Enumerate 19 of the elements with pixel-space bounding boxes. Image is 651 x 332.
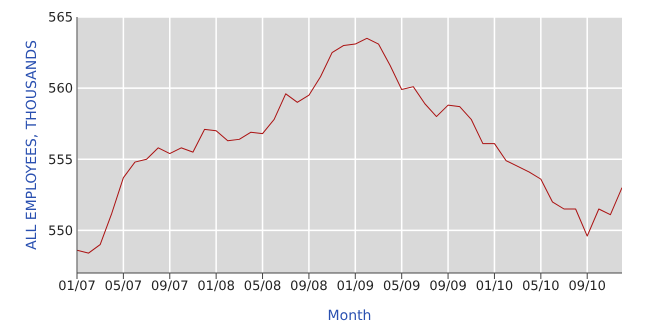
x-tick-label: 01/09	[336, 279, 374, 294]
x-tick-label: 09/07	[151, 279, 188, 294]
y-axis-title: ALL EMPLOYEES, THOUSANDS	[24, 40, 40, 250]
x-tick-label: 09/08	[290, 279, 328, 294]
y-tick-label: 565	[48, 10, 73, 26]
x-tick-label: 05/08	[244, 279, 282, 294]
x-tick-label: 09/10	[568, 279, 606, 294]
x-tick-label: 05/10	[522, 279, 560, 294]
y-tick-label: 560	[48, 82, 73, 97]
x-tick-label: 01/10	[476, 279, 514, 294]
line-series	[77, 38, 622, 254]
x-tick-label: 05/07	[104, 279, 142, 294]
x-tick-label: 01/08	[197, 279, 235, 294]
y-tick-label: 550	[48, 224, 73, 239]
y-tick-label: 555	[48, 152, 73, 168]
x-tick-label: 09/09	[429, 279, 467, 294]
x-tick-label: 01/07	[58, 279, 96, 294]
x-tick-label: 05/09	[382, 279, 420, 294]
x-axis-title: Month	[328, 308, 372, 324]
